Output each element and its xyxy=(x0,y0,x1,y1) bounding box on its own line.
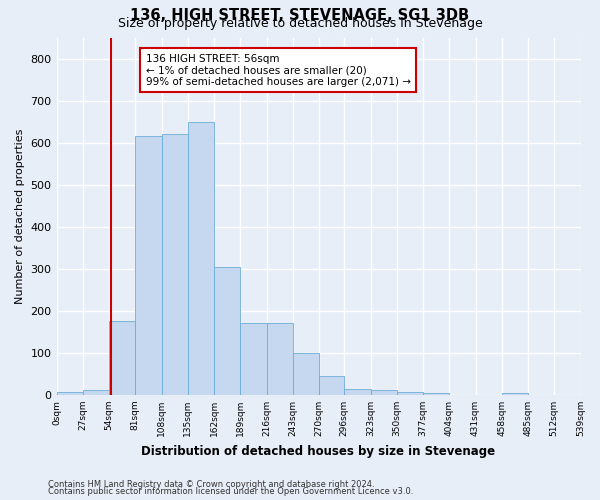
Bar xyxy=(109,322,135,395)
Bar xyxy=(397,392,423,395)
Bar xyxy=(83,390,109,395)
Bar xyxy=(161,134,188,395)
Bar xyxy=(188,122,214,395)
Y-axis label: Number of detached properties: Number of detached properties xyxy=(15,128,25,304)
X-axis label: Distribution of detached houses by size in Stevenage: Distribution of detached houses by size … xyxy=(142,444,496,458)
Text: 136, HIGH STREET, STEVENAGE, SG1 3DB: 136, HIGH STREET, STEVENAGE, SG1 3DB xyxy=(130,8,470,22)
Bar xyxy=(423,393,449,395)
Bar xyxy=(214,266,240,395)
Bar xyxy=(56,392,83,395)
Bar xyxy=(371,390,397,395)
Text: 136 HIGH STREET: 56sqm
← 1% of detached houses are smaller (20)
99% of semi-deta: 136 HIGH STREET: 56sqm ← 1% of detached … xyxy=(146,54,410,87)
Bar xyxy=(502,393,528,395)
Bar xyxy=(135,136,161,395)
Text: Contains public sector information licensed under the Open Government Licence v3: Contains public sector information licen… xyxy=(48,488,413,496)
Bar xyxy=(240,322,266,395)
Text: Size of property relative to detached houses in Stevenage: Size of property relative to detached ho… xyxy=(118,18,482,30)
Bar xyxy=(344,388,371,395)
Bar xyxy=(319,376,344,395)
Bar xyxy=(293,353,319,395)
Text: Contains HM Land Registry data © Crown copyright and database right 2024.: Contains HM Land Registry data © Crown c… xyxy=(48,480,374,489)
Bar xyxy=(266,322,293,395)
